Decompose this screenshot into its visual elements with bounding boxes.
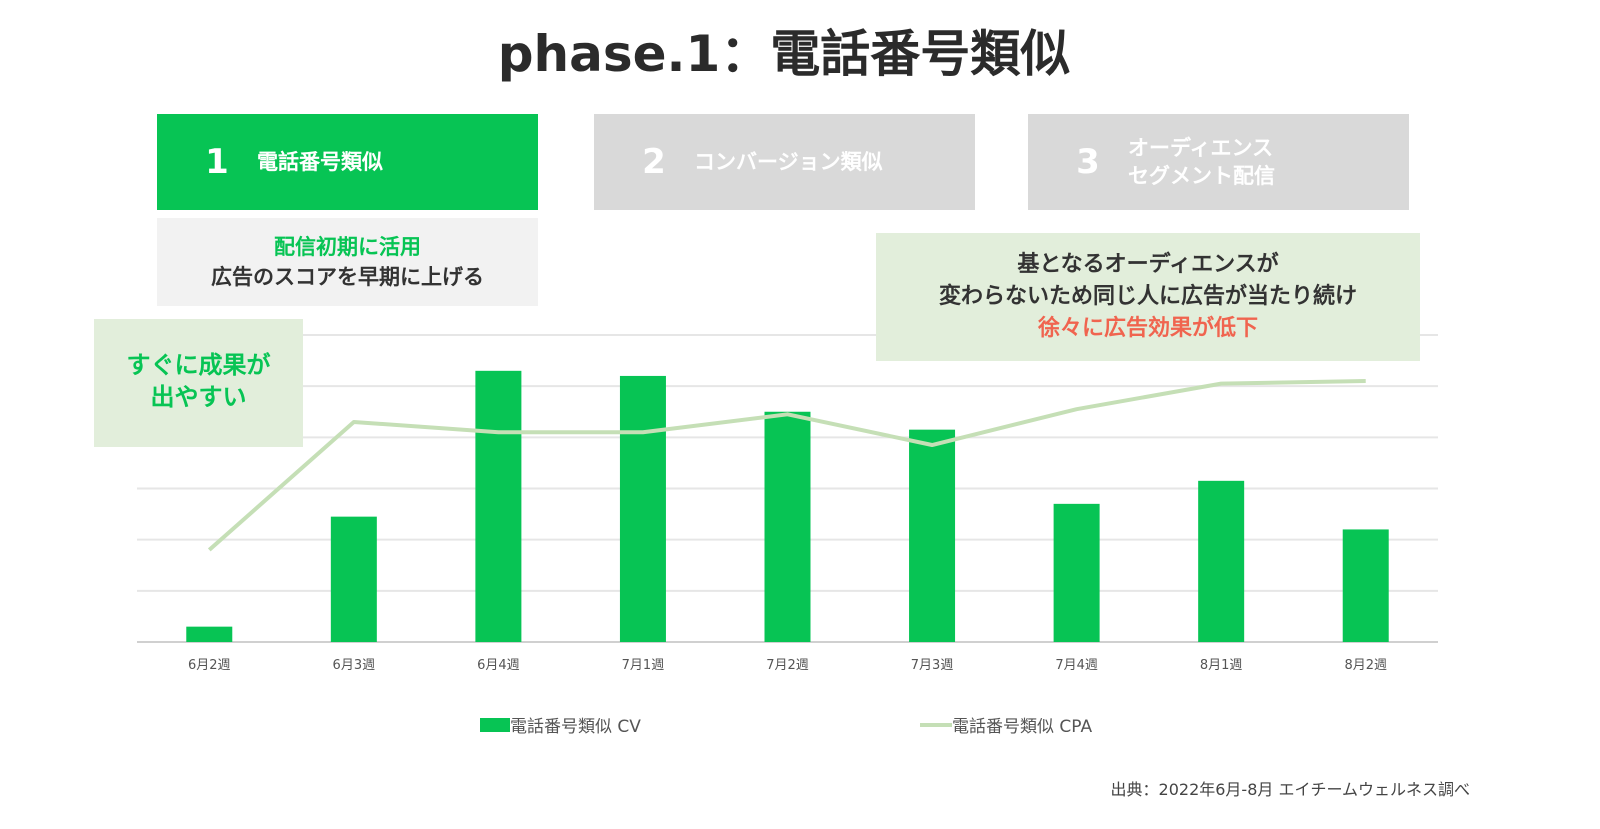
x-tick-label: 6月4週 [477,658,520,673]
cv-bar [1053,503,1100,642]
early-use-note: 配信初期に活用 広告のスコアを早期に上げる [157,218,538,306]
cv-bar [909,429,956,642]
legend-cv: 電話番号類似 CV [480,712,641,737]
legend-line-swatch [920,722,952,727]
x-tick-label: 7月2週 [766,658,809,673]
x-tick-label: 6月2週 [188,658,231,673]
x-tick-label: 7月4週 [1055,658,1098,673]
cv-bar [619,375,666,642]
step-number: 3 [1076,142,1100,182]
legend-cpa: 電話番号類似 CPA [920,712,1092,737]
x-tick-label: 8月2週 [1344,658,1387,673]
early-text: 広告のスコアを早期に上げる [211,265,484,289]
page-title: phase.1：電話番号類似 [497,25,1071,83]
cv-bar [475,370,522,642]
note-line: 基となるオーディエンスが [1017,252,1279,277]
x-tick-label: 7月1週 [622,658,665,673]
decline-highlight: 徐々に広告効果が低下 [1037,316,1258,341]
step-label: オーディエンス セグメント配信 [1128,134,1275,190]
x-tick-label: 8月1週 [1200,658,1243,673]
cv-bar [330,516,377,642]
step-number: 1 [205,142,229,182]
x-tick-label: 7月3週 [911,658,954,673]
quick-results-note: すぐに成果が 出やすい [94,319,303,447]
cv-bar [1198,480,1245,642]
note-line: すぐに成果が [126,351,271,379]
step-label-line: セグメント配信 [1128,164,1275,188]
legend-label: 電話番号類似 CPA [952,717,1093,737]
early-highlight: 配信初期に活用 [274,235,421,259]
step-label: コンバージョン類似 [694,150,883,174]
legend-bar-swatch [480,717,510,732]
note-line: 変わらないため同じ人に広告が当たり続け [938,284,1357,309]
source-note: 出典：2022年6月-8月 エイチームウェルネス調べ [1110,780,1470,799]
step-1-phone-lookalike: 1 電話番号類似 [157,114,538,210]
step-label: 電話番号類似 [257,150,383,174]
step-label-line: オーディエンス [1128,136,1274,160]
cv-bar [1342,529,1389,642]
step-3-audience-segment: 3 オーディエンス セグメント配信 [1028,114,1409,210]
note-line: 出やすい [150,383,247,411]
x-tick-label: 6月3週 [333,658,376,673]
step-number: 2 [642,142,666,182]
cv-bar [764,411,811,642]
legend-label: 電話番号類似 CV [510,717,641,737]
step-2-conversion-lookalike: 2 コンバージョン類似 [594,114,975,210]
decline-note: 基となるオーディエンスが 変わらないため同じ人に広告が当たり続け 徐々に広告効果… [876,233,1420,361]
cv-bar [186,626,233,642]
